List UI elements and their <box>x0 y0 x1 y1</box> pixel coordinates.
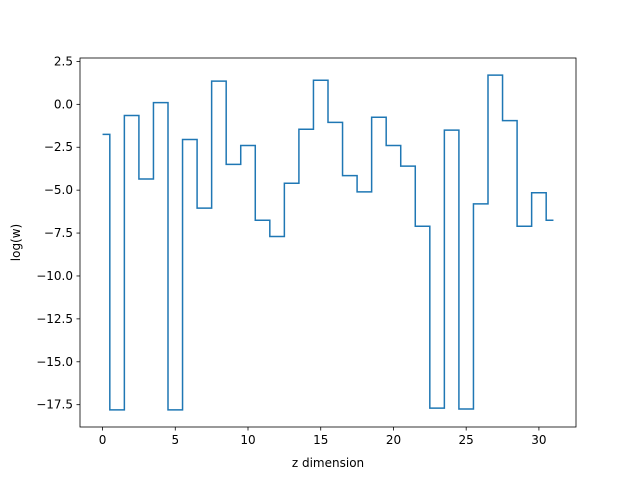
x-axis-label: z dimension <box>292 456 364 470</box>
y-axis-ticks: 2.5 0.0 −2.5 −5.0 −7.5 −10.0 −12.5 −15.0 −17.5 <box>36 54 80 412</box>
y-tick-label: 2.5 <box>54 54 73 68</box>
x-tick-label: 0 <box>99 433 107 447</box>
axes-frame <box>79 57 577 428</box>
plot-area <box>102 74 554 411</box>
y-tick-label: −7.5 <box>44 226 73 240</box>
y-tick-label: −15.0 <box>36 355 73 369</box>
y-tick-label: −17.5 <box>36 398 73 412</box>
y-tick-label: −10.0 <box>36 269 73 283</box>
x-tick-label: 15 <box>313 433 328 447</box>
y-tick-label: −5.0 <box>44 183 73 197</box>
y-tick-label: −2.5 <box>44 140 73 154</box>
y-tick-label: −12.5 <box>36 312 73 326</box>
x-tick-label: 25 <box>459 433 474 447</box>
x-tick-label: 20 <box>386 433 401 447</box>
x-tick-label: 10 <box>240 433 255 447</box>
y-tick-label: 0.0 <box>54 97 73 111</box>
x-axis-ticks: 0 5 10 15 20 25 30 <box>99 427 547 447</box>
x-tick-label: 30 <box>531 433 546 447</box>
series-step-line <box>102 74 554 411</box>
y-axis-label: log(w) <box>9 224 23 261</box>
x-tick-label: 5 <box>171 433 179 447</box>
